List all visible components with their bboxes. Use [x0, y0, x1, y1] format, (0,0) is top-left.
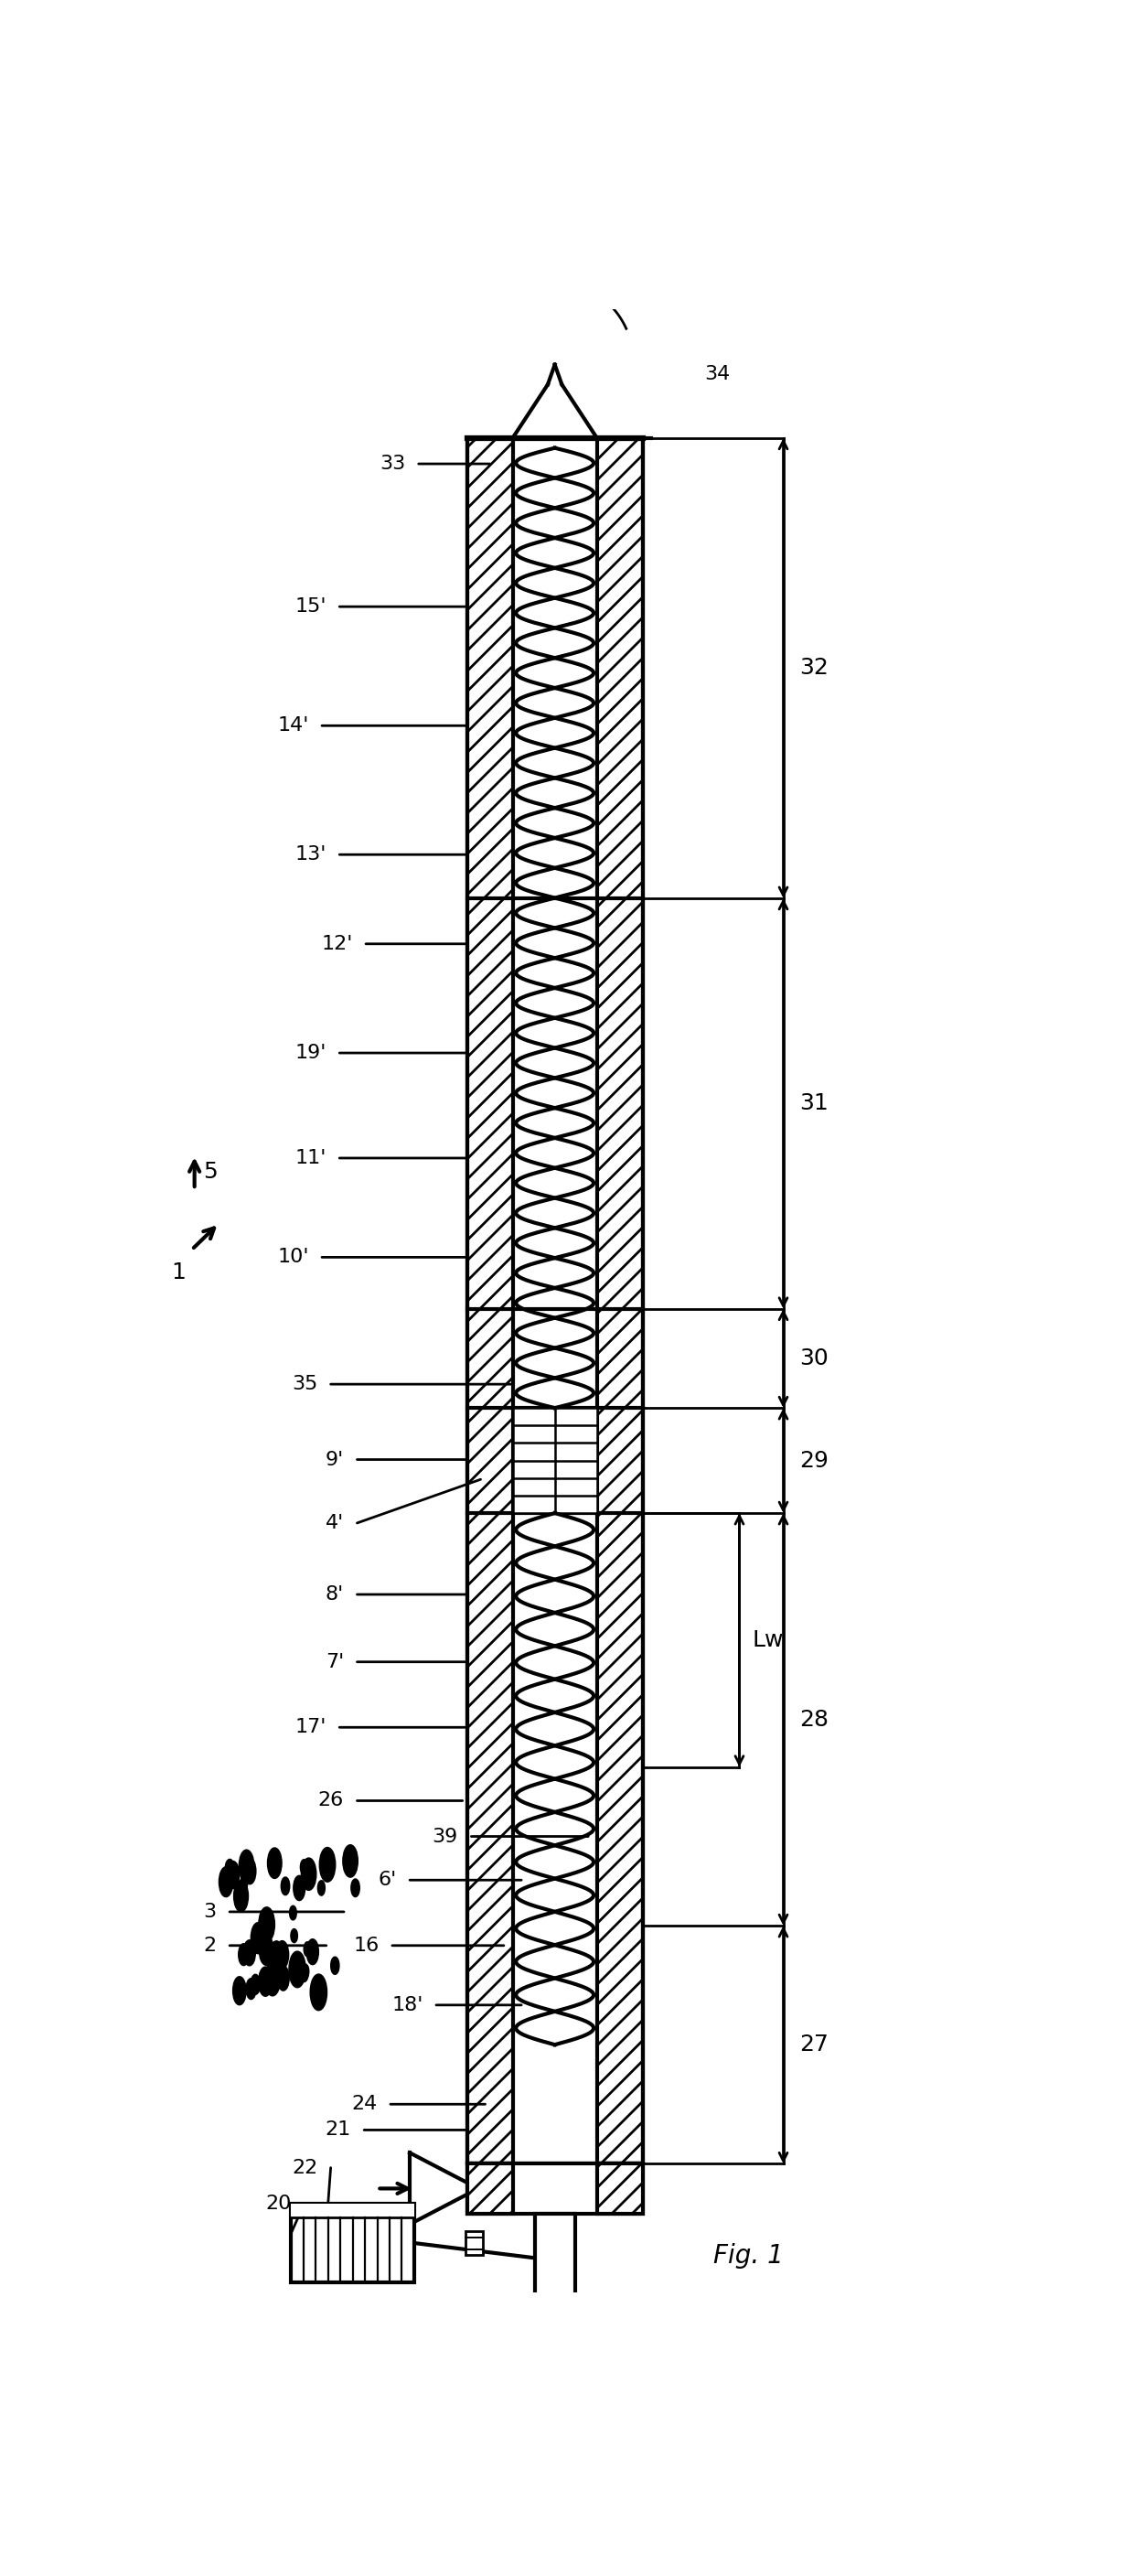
- Circle shape: [277, 1942, 288, 1968]
- Circle shape: [268, 1850, 281, 1878]
- Circle shape: [235, 1880, 247, 1911]
- Bar: [466, 2231, 483, 2254]
- Bar: [467, 438, 643, 2164]
- Circle shape: [226, 1860, 234, 1878]
- Circle shape: [247, 1978, 255, 1999]
- Circle shape: [319, 1880, 324, 1896]
- Text: 32: 32: [799, 657, 828, 680]
- Bar: [467, 438, 513, 2164]
- Text: 21: 21: [325, 2120, 350, 2138]
- Circle shape: [260, 1909, 274, 1942]
- Text: 26: 26: [318, 1790, 344, 1811]
- Bar: [513, 1409, 596, 1512]
- Circle shape: [307, 1940, 318, 1963]
- Circle shape: [260, 1968, 272, 1996]
- Circle shape: [278, 1965, 288, 1991]
- Bar: [467, 438, 513, 2164]
- Text: 18': 18': [391, 1996, 423, 2014]
- Circle shape: [265, 1963, 280, 1996]
- Text: 12': 12': [321, 935, 353, 953]
- Text: 3: 3: [203, 1904, 217, 1922]
- Text: 31: 31: [799, 1092, 828, 1115]
- Text: 17': 17': [295, 1718, 327, 1736]
- Bar: [291, 2202, 414, 2282]
- Bar: [467, 2164, 643, 2213]
- Text: 29: 29: [799, 1450, 828, 1471]
- Circle shape: [301, 1860, 307, 1875]
- Circle shape: [304, 1942, 311, 1955]
- Text: 27: 27: [799, 2032, 828, 2056]
- Circle shape: [291, 1929, 297, 1942]
- Circle shape: [234, 1978, 245, 2004]
- Text: 10': 10': [277, 1249, 308, 1267]
- Circle shape: [239, 1850, 253, 1880]
- Circle shape: [290, 1906, 296, 1919]
- Text: 22: 22: [291, 2159, 318, 2177]
- Circle shape: [270, 1942, 284, 1973]
- Circle shape: [252, 1924, 264, 1953]
- Text: 34: 34: [704, 366, 730, 384]
- Circle shape: [266, 1945, 278, 1968]
- Text: 28: 28: [799, 1708, 829, 1731]
- Text: 19': 19': [295, 1043, 327, 1061]
- Text: 30: 30: [799, 1347, 828, 1370]
- Circle shape: [227, 1862, 238, 1888]
- Text: 35: 35: [291, 1376, 318, 1394]
- Text: 6': 6': [378, 1870, 397, 1888]
- Bar: [291, 2202, 414, 2218]
- Bar: [467, 2164, 513, 2213]
- Text: 5: 5: [203, 1162, 218, 1182]
- Circle shape: [239, 1945, 248, 1965]
- Text: 7': 7': [325, 1654, 344, 1672]
- Text: 39: 39: [432, 1826, 458, 1844]
- Circle shape: [252, 1976, 260, 1994]
- Bar: [467, 2164, 513, 2213]
- Text: 4': 4': [325, 1515, 344, 1533]
- Text: 15': 15': [295, 598, 327, 616]
- Circle shape: [244, 1940, 255, 1965]
- Bar: [596, 2164, 643, 2213]
- Circle shape: [344, 1844, 357, 1875]
- Circle shape: [244, 1860, 255, 1883]
- Circle shape: [303, 1965, 308, 1978]
- Circle shape: [301, 1965, 307, 1981]
- Text: 11': 11': [295, 1149, 327, 1167]
- Circle shape: [294, 1875, 304, 1901]
- Circle shape: [302, 1860, 315, 1891]
- Text: 13': 13': [295, 845, 327, 863]
- Text: 16: 16: [353, 1937, 379, 1955]
- Text: Lw: Lw: [753, 1628, 784, 1651]
- Circle shape: [289, 1953, 305, 1986]
- Circle shape: [320, 1847, 335, 1880]
- Circle shape: [240, 1878, 247, 1891]
- Circle shape: [281, 1878, 289, 1893]
- Circle shape: [304, 1860, 314, 1883]
- Circle shape: [331, 1958, 339, 1973]
- Text: 33: 33: [380, 456, 406, 474]
- Text: Fig. 1: Fig. 1: [713, 2244, 784, 2269]
- Circle shape: [260, 1935, 272, 1965]
- Text: 9': 9': [325, 1450, 344, 1468]
- Text: 20: 20: [265, 2195, 291, 2213]
- Text: 1: 1: [171, 1262, 186, 1283]
- Circle shape: [220, 1868, 232, 1896]
- Circle shape: [352, 1880, 359, 1896]
- Text: 14': 14': [278, 716, 308, 734]
- Circle shape: [311, 1976, 327, 2009]
- Bar: [596, 438, 643, 2164]
- Bar: [534, 2213, 575, 2303]
- Text: 24: 24: [352, 2094, 378, 2112]
- Bar: [596, 438, 643, 2164]
- Text: 8': 8': [325, 1584, 344, 1605]
- Text: 2: 2: [203, 1937, 217, 1955]
- Bar: [596, 2164, 643, 2213]
